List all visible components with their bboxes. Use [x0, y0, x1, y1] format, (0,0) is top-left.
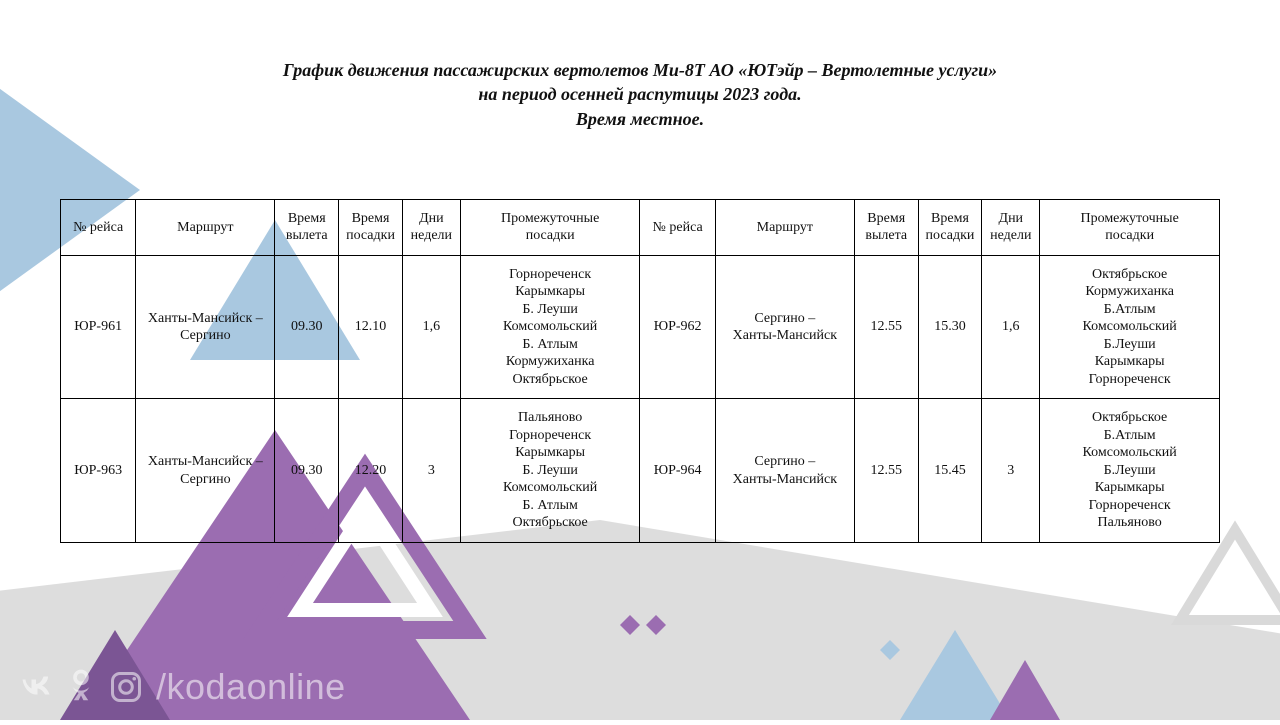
watermark-handle: /kodaonline	[156, 666, 346, 708]
th-stops2: Промежуточные посадки	[1040, 199, 1220, 255]
cell-route: Ханты-Мансийск – Сергино	[136, 399, 275, 543]
cell-days: 1,6	[982, 255, 1040, 399]
th-days: Дни недели	[402, 199, 460, 255]
cell-flight: ЮР-962	[640, 255, 715, 399]
cell-route: Ханты-Мансийск – Сергино	[136, 255, 275, 399]
cell-stops: Пальяново Горнореченск Карымкары Б. Леуш…	[460, 399, 640, 543]
th-dep: Время вылета	[275, 199, 339, 255]
th-flight: № рейса	[61, 199, 136, 255]
cell-flight: ЮР-964	[640, 399, 715, 543]
th-arr2: Время посадки	[918, 199, 982, 255]
table-header-row: № рейса Маршрут Время вылета Время посад…	[61, 199, 1220, 255]
cell-stops: Горнореченск Карымкары Б. Леуши Комсомол…	[460, 255, 640, 399]
th-dep2: Время вылета	[854, 199, 918, 255]
cell-dep: 12.55	[854, 399, 918, 543]
table-row: ЮР-961 Ханты-Мансийск – Сергино 09.30 12…	[61, 255, 1220, 399]
ok-icon	[66, 669, 96, 705]
cell-route: Сергино – Ханты-Мансийск	[715, 255, 854, 399]
th-flight2: № рейса	[640, 199, 715, 255]
title-line-3: Время местное.	[576, 109, 704, 129]
cell-route: Сергино – Ханты-Мансийск	[715, 399, 854, 543]
instagram-icon	[108, 669, 144, 705]
cell-flight: ЮР-961	[61, 255, 136, 399]
th-days2: Дни недели	[982, 199, 1040, 255]
watermark: /kodaonline	[18, 666, 346, 708]
cell-stops: Октябрьское Б.Атлым Комсомольский Б.Леуш…	[1040, 399, 1220, 543]
th-route2: Маршрут	[715, 199, 854, 255]
title-line-1: График движения пассажирских вертолетов …	[283, 60, 997, 80]
cell-days: 3	[982, 399, 1040, 543]
title-line-2: на период осенней распутицы 2023 года.	[478, 84, 801, 104]
table-row: ЮР-963 Ханты-Мансийск – Сергино 09.30 12…	[61, 399, 1220, 543]
cell-dep: 09.30	[275, 399, 339, 543]
cell-flight: ЮР-963	[61, 399, 136, 543]
cell-arr: 15.30	[918, 255, 982, 399]
page-title: График движения пассажирских вертолетов …	[60, 58, 1220, 131]
schedule-table: № рейса Маршрут Время вылета Время посад…	[60, 199, 1220, 543]
th-stops: Промежуточные посадки	[460, 199, 640, 255]
cell-dep: 09.30	[275, 255, 339, 399]
cell-dep: 12.55	[854, 255, 918, 399]
th-route: Маршрут	[136, 199, 275, 255]
vk-icon	[18, 669, 54, 705]
cell-arr: 15.45	[918, 399, 982, 543]
schedule-table-wrap: № рейса Маршрут Время вылета Время посад…	[60, 199, 1220, 543]
cell-days: 1,6	[402, 255, 460, 399]
cell-days: 3	[402, 399, 460, 543]
cell-stops: Октябрьское Кормужиханка Б.Атлым Комсомо…	[1040, 255, 1220, 399]
cell-arr: 12.20	[339, 399, 403, 543]
cell-arr: 12.10	[339, 255, 403, 399]
th-arr: Время посадки	[339, 199, 403, 255]
